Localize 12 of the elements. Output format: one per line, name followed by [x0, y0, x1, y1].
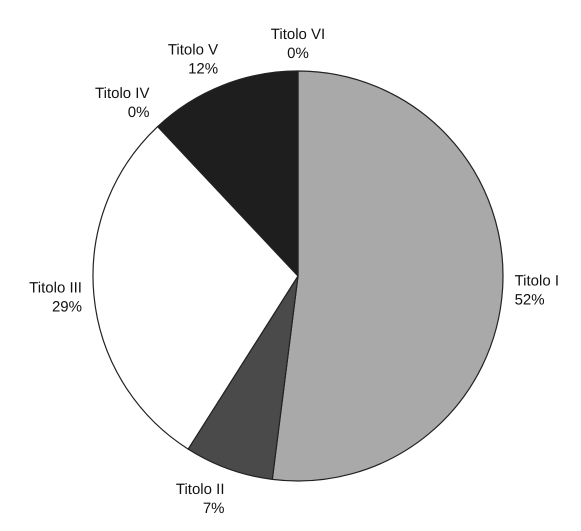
slice-label: Titolo V	[168, 41, 218, 58]
data-label: 7%	[202, 500, 224, 518]
slice-label: Titolo I	[514, 272, 560, 290]
text: 0%	[128, 104, 150, 121]
category-label: Titolo VI	[270, 26, 326, 43]
slice-label: Titolo II	[176, 481, 224, 498]
category-label: Titolo IV	[94, 84, 150, 102]
data-label: 52%	[514, 292, 545, 309]
data-label: 29%	[52, 298, 82, 316]
slice-label: Titolo III	[29, 279, 82, 296]
data-label: 12%	[188, 60, 218, 78]
text: 0%	[287, 45, 309, 62]
